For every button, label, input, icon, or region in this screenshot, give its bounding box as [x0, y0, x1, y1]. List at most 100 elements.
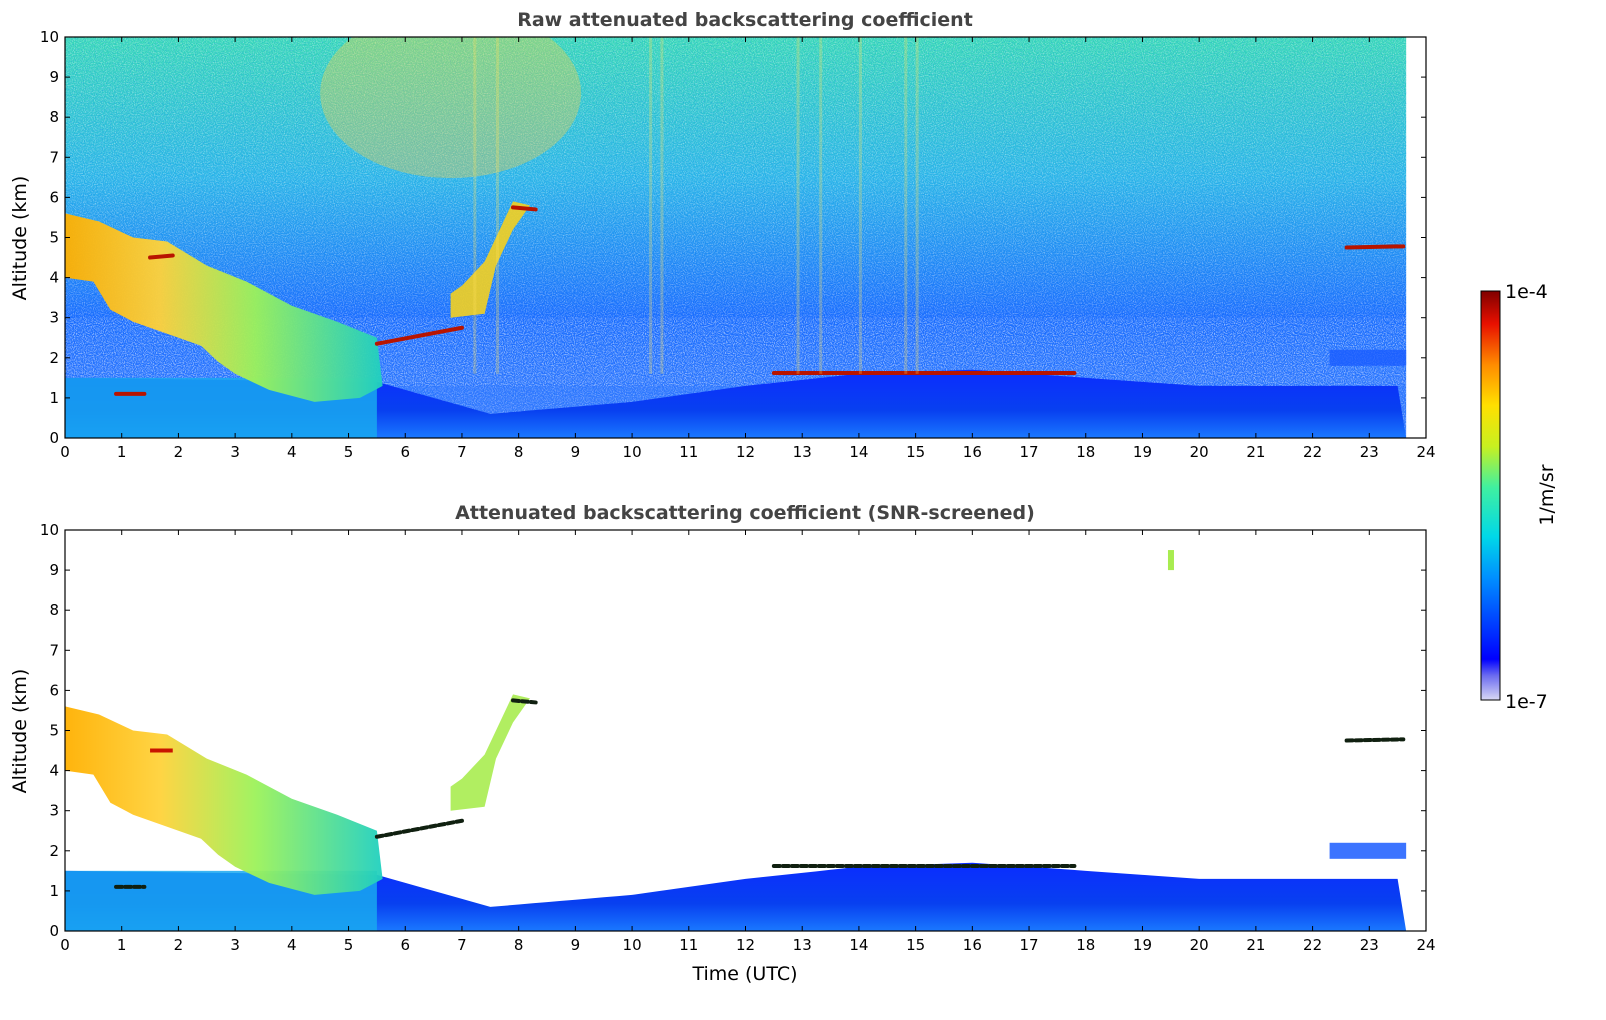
vertical-streak [858, 37, 862, 374]
vertical-streak [796, 37, 800, 374]
y-axis-ticks: 0 1 2 3 4 5 6 7 8 9 10 [40, 28, 1426, 447]
heatmap-raw [65, 37, 1407, 438]
x-tick-label: 0 [60, 936, 70, 954]
vertical-streak [915, 37, 919, 374]
y-axis-ticks: 0 1 2 3 4 5 6 7 8 9 10 [40, 521, 1426, 940]
x-tick-label: 10 [623, 936, 642, 954]
y-tick-label: 10 [40, 521, 59, 539]
x-tick-label: 3 [230, 443, 240, 461]
colorbar: 1e-4 1e-7 1/m/sr [1480, 281, 1558, 713]
thin-cloud-layer [374, 325, 464, 346]
y-tick-label: 4 [49, 762, 59, 780]
colorbar-unit-label: 1/m/sr [1536, 464, 1558, 525]
x-tick-label: 6 [400, 936, 410, 954]
x-tick-label: 16 [963, 936, 982, 954]
rising-cloud [450, 201, 530, 318]
chart-title: Raw attenuated backscattering coefficien… [517, 9, 973, 31]
x-tick-label: 13 [793, 936, 812, 954]
x-tick-label: 2 [174, 936, 184, 954]
vertical-streak [495, 37, 499, 374]
vertical-streak [904, 37, 908, 374]
x-axis-label: Time (UTC) [691, 963, 797, 985]
upper-noise-warm [320, 37, 582, 179]
x-tick-label: 1 [117, 443, 127, 461]
x-tick-label: 11 [679, 443, 698, 461]
colorbar-gradient [1480, 290, 1501, 701]
x-tick-label: 19 [1133, 443, 1152, 461]
x-tick-label: 12 [736, 936, 755, 954]
boundary-layer [65, 862, 1407, 931]
x-tick-label: 6 [400, 443, 410, 461]
y-tick-label: 7 [49, 148, 59, 166]
vertical-streak [649, 37, 653, 374]
y-axis-label: Altitude (km) [9, 669, 31, 794]
y-tick-label: 5 [49, 722, 59, 740]
x-tick-label: 1 [117, 936, 127, 954]
x-tick-label: 7 [457, 443, 467, 461]
x-tick-label: 0 [60, 443, 70, 461]
boundary-layer [65, 369, 1407, 438]
y-tick-label: 4 [49, 269, 59, 287]
x-tick-label: 23 [1360, 443, 1379, 461]
descending-cloud [65, 706, 383, 895]
x-tick-label: 8 [514, 443, 524, 461]
x-tick-label: 13 [793, 443, 812, 461]
colorbar-min-label: 1e-7 [1505, 691, 1548, 713]
y-tick-label: 6 [49, 188, 59, 206]
x-tick-label: 18 [1076, 443, 1095, 461]
descending-cloud [65, 213, 383, 402]
thin-cloud-layer [1344, 244, 1406, 250]
y-tick-label: 8 [49, 108, 59, 126]
x-tick-label: 17 [1019, 936, 1038, 954]
x-tick-label: 24 [1416, 443, 1435, 461]
x-tick-label: 3 [230, 936, 240, 954]
x-tick-label: 20 [1190, 936, 1209, 954]
x-tick-label: 22 [1303, 936, 1322, 954]
thin-cloud-layer [1344, 737, 1406, 743]
y-tick-label: 8 [49, 601, 59, 619]
x-tick-label: 5 [344, 936, 354, 954]
snr-screened-panel: Attenuated backscattering coefficient (S… [9, 502, 1436, 985]
x-tick-label: 8 [514, 936, 524, 954]
x-tick-label: 22 [1303, 443, 1322, 461]
y-tick-label: 7 [49, 641, 59, 659]
x-axis-ticks: 0 1 2 3 4 5 6 7 8 9 10 11 12 13 14 15 16 17 18 19 20 21 22 23 24 [60, 530, 1436, 954]
x-tick-label: 9 [571, 443, 581, 461]
x-tick-label: 5 [344, 443, 354, 461]
x-tick-label: 11 [679, 936, 698, 954]
y-tick-label: 5 [49, 229, 59, 247]
x-tick-label: 16 [963, 443, 982, 461]
vertical-streak [473, 37, 477, 374]
y-tick-label: 3 [49, 309, 59, 327]
x-tick-label: 14 [849, 936, 868, 954]
y-tick-label: 1 [49, 882, 59, 900]
y-tick-label: 1 [49, 389, 59, 407]
x-tick-label: 18 [1076, 936, 1095, 954]
thin-cloud-layer [374, 818, 464, 839]
y-tick-label: 2 [49, 842, 59, 860]
x-tick-label: 15 [906, 936, 925, 954]
chart-title: Attenuated backscattering coefficient (S… [455, 502, 1035, 524]
x-tick-label: 24 [1416, 936, 1435, 954]
heatmap-screened [65, 530, 1426, 931]
x-tick-label: 7 [457, 936, 467, 954]
x-tick-label: 15 [906, 443, 925, 461]
x-axis-ticks: 0 1 2 3 4 5 6 7 8 9 10 11 12 13 14 15 16 17 18 19 20 21 22 23 24 [60, 37, 1436, 461]
y-tick-label: 2 [49, 349, 59, 367]
thin-cloud-layer [510, 205, 538, 212]
x-tick-label: 10 [623, 443, 642, 461]
x-tick-label: 9 [571, 936, 581, 954]
x-tick-label: 21 [1246, 443, 1265, 461]
x-tick-label: 4 [287, 443, 297, 461]
x-tick-label: 2 [174, 443, 184, 461]
upper-aerosol-layer [1329, 842, 1407, 859]
upper-aerosol-layer [1329, 349, 1407, 366]
high-cloud-speck [1167, 550, 1174, 571]
raw-backscatter-panel: Raw attenuated backscattering coefficien… [9, 9, 1436, 461]
thin-cloud-layer [148, 253, 175, 260]
colorbar-max-label: 1e-4 [1505, 281, 1548, 303]
x-tick-label: 12 [736, 443, 755, 461]
x-tick-label: 20 [1190, 443, 1209, 461]
x-tick-label: 14 [849, 443, 868, 461]
x-tick-label: 19 [1133, 936, 1152, 954]
